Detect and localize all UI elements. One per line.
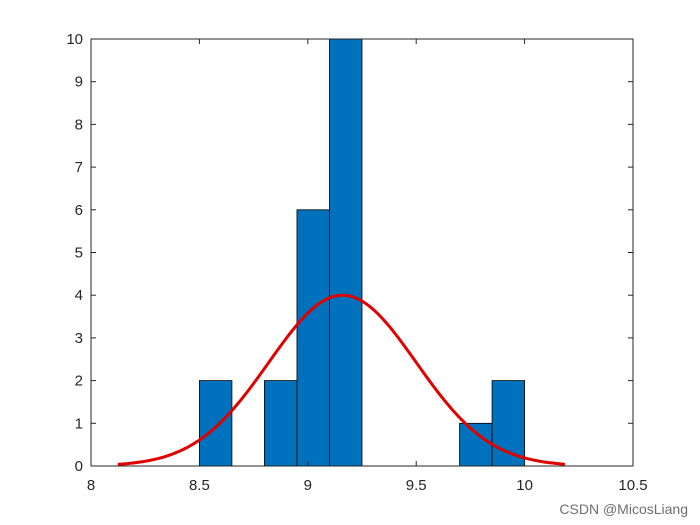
y-tick-label-2: 2 [75,373,83,390]
x-tick-label-0: 8 [87,477,95,494]
y-tick-label-3: 3 [75,330,83,347]
histogram-bar-3 [329,38,363,467]
x-tick-label-3: 9.5 [406,477,427,494]
y-tick-label-0: 0 [75,458,83,475]
ticks-group [90,38,634,467]
x-tick-label-5: 10.5 [618,477,647,494]
normal-fit-curve [117,293,566,466]
x-tick-label-4: 10 [516,477,533,494]
x-tick-label-1: 8.5 [189,477,210,494]
bars-group [198,38,525,467]
y-tick-label-8: 8 [75,116,83,133]
x-tick-label-2: 9 [304,477,312,494]
histogram-bar-1 [264,380,298,467]
y-tick-label-10: 10 [66,31,83,48]
watermark-text: CSDN @MicosLiang [559,501,688,517]
y-tick-label-7: 7 [75,159,83,176]
histogram-bar-4 [459,422,493,467]
y-tick-label-6: 6 [75,202,83,219]
y-tick-label-9: 9 [75,74,83,91]
y-tick-labels: 0 1 2 3 4 5 6 7 8 9 10 [66,31,83,475]
y-tick-label-4: 4 [75,287,83,304]
y-tick-label-1: 1 [75,415,83,432]
histogram-bar-0 [198,380,233,467]
histogram-bar-2 [296,209,330,467]
curve-group [117,293,566,466]
x-tick-labels: 8 8.5 9 9.5 10 10.5 [87,477,648,494]
y-tick-label-5: 5 [75,245,83,262]
